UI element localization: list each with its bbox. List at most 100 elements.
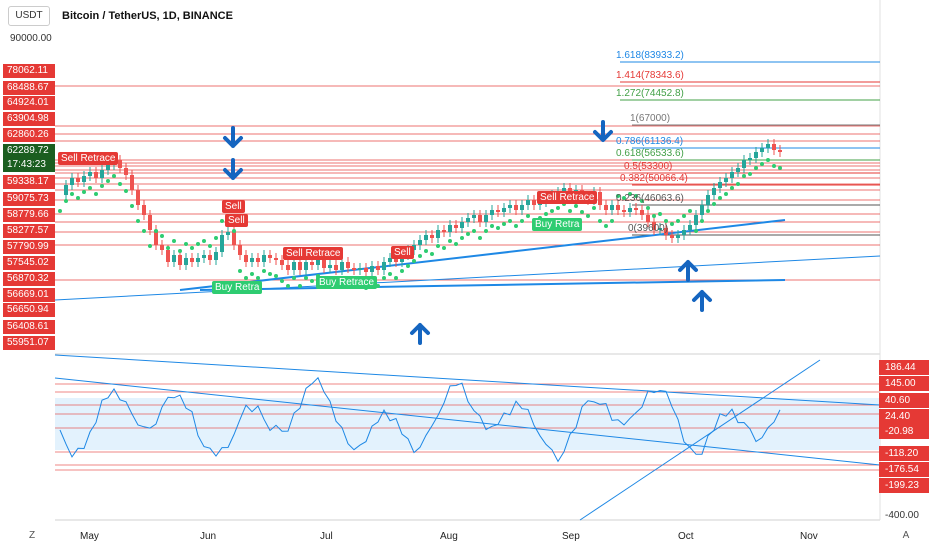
price-tag: 55951.07 [3, 336, 55, 350]
candle-body [778, 150, 782, 152]
auto-scale-button[interactable]: A [902, 530, 910, 541]
sar-dot [742, 174, 746, 178]
sar-dot [424, 249, 428, 253]
candle-body [136, 190, 140, 205]
candle-body [382, 262, 386, 270]
fib-label: 1.272(74452.8) [616, 88, 684, 99]
sar-dot [94, 192, 98, 196]
osc-trendline [54, 354, 881, 406]
candle-body [694, 215, 698, 225]
candle-body [508, 205, 512, 208]
candle-body [760, 148, 764, 152]
candle-body [412, 245, 416, 250]
candle-body [688, 225, 692, 230]
price-tag: 56650.94 [3, 303, 55, 317]
candle-body [742, 160, 746, 168]
sar-dot [292, 276, 296, 280]
candle-body [682, 230, 686, 235]
fib-label: 0.618(56533.6) [616, 148, 684, 159]
sar-dot [586, 214, 590, 218]
candle-body [226, 232, 230, 235]
osc-tag: -176.54 [879, 462, 929, 477]
price-tag: 63904.98 [3, 112, 55, 126]
sar-dot [250, 272, 254, 276]
candle-body [436, 230, 440, 238]
oscillator-band [55, 398, 880, 450]
sar-dot [268, 272, 272, 276]
sar-dot [634, 194, 638, 198]
sar-dot [238, 269, 242, 273]
time-label: Nov [800, 531, 818, 542]
candle-body [664, 228, 668, 235]
candle-body [676, 235, 680, 238]
candle-body [106, 165, 110, 170]
candle-body [280, 260, 284, 265]
sar-dot [652, 214, 656, 218]
sar-dot [142, 229, 146, 233]
sar-dot [448, 239, 452, 243]
sar-dot [514, 224, 518, 228]
sar-dot [580, 210, 584, 214]
buy-retrace-label: Buy Retra [532, 218, 583, 231]
sar-dot [712, 202, 716, 206]
candle-body [634, 208, 638, 210]
price-tag: 78062.11 [3, 64, 55, 78]
sar-dot [280, 279, 284, 283]
sar-dot [124, 189, 128, 193]
candle-body [628, 208, 632, 212]
price-axis-top-label: 90000.00 [10, 33, 52, 44]
candle-body [364, 268, 368, 272]
fib-label: 0(39600) [628, 223, 669, 234]
candle-body [64, 185, 68, 195]
price-tag: 56408.61 [3, 320, 55, 334]
sar-dot [88, 186, 92, 190]
candle-body [670, 235, 674, 238]
candle-body [448, 225, 452, 232]
fib-label: 1.414(78343.6) [616, 70, 684, 81]
candle-body [442, 230, 446, 232]
price-tag: 62860.26 [3, 128, 55, 142]
price-tag: 59338.17 [3, 175, 55, 189]
candle-body [754, 152, 758, 158]
candle-body [610, 205, 614, 210]
candle-body [274, 258, 278, 260]
osc-tag: 40.60 [879, 393, 929, 408]
buy-retrace-label: Buy Retra [212, 281, 263, 294]
sar-dot [244, 276, 248, 280]
sar-dot [436, 244, 440, 248]
price-tag: 62289.72 [3, 144, 55, 158]
candle-body [148, 215, 152, 230]
candle-body [490, 210, 494, 215]
chart-title: Bitcoin / TetherUS, 1D, BINANCE [62, 10, 233, 22]
candle-body [310, 262, 314, 265]
sar-dot [208, 244, 212, 248]
currency-button[interactable]: USDT [8, 6, 50, 26]
sar-dot [400, 269, 404, 273]
price-tag: 57790.99 [3, 240, 55, 254]
candle-body [328, 265, 332, 268]
sar-dot [598, 219, 602, 223]
price-tag: 17:43:23 [3, 158, 55, 172]
sell-label: Sell [391, 246, 414, 259]
candle-body [358, 268, 362, 270]
sar-dot [502, 222, 506, 226]
sar-dot [700, 219, 704, 223]
down-arrow-icon [223, 126, 243, 148]
sar-dot [418, 254, 422, 258]
sar-dot [766, 158, 770, 162]
sar-dot [478, 236, 482, 240]
sar-dot [136, 219, 140, 223]
candle-body [394, 258, 398, 262]
candle-body [244, 255, 248, 262]
candle-body [736, 168, 740, 172]
candle-body [352, 268, 356, 270]
candle-body [142, 205, 146, 215]
candle-body [154, 230, 158, 245]
candle-body [484, 215, 488, 222]
price-tag: 56669.01 [3, 288, 55, 302]
candle-body [220, 235, 224, 252]
zoom-button[interactable]: Z [28, 530, 36, 541]
sar-dot [610, 219, 614, 223]
